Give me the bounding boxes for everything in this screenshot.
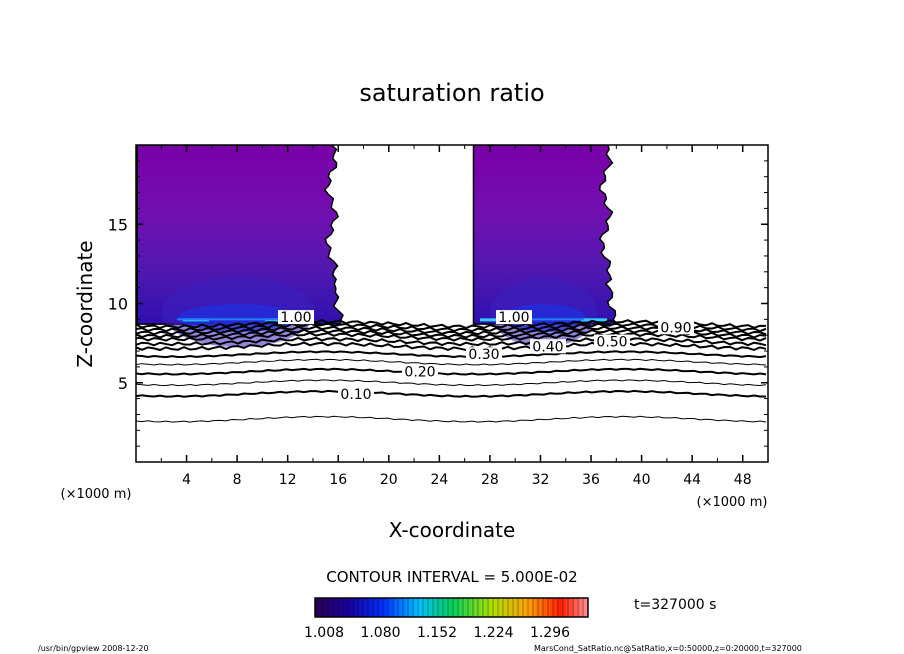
x-tick-label: 44 [683, 472, 701, 488]
contour-label-bg [278, 310, 314, 325]
x-tick-label: 4 [182, 472, 191, 488]
supersaturated-region [136, 145, 344, 325]
colorbar-tick-label: 1.080 [360, 625, 400, 641]
contour-label: 0.90 [660, 320, 691, 336]
colorbar-tick-label: 1.152 [417, 625, 457, 641]
contour-label-bg [658, 320, 694, 335]
chart-title: saturation ratio [359, 79, 544, 107]
y-tick-label: 5 [118, 374, 128, 393]
saturation-max-band [479, 318, 506, 322]
supersaturated-region [472, 145, 619, 325]
footer-source: MarsCond_SatRatio.nc@SatRatio,x=0:50000,… [534, 644, 802, 653]
contour-line [136, 331, 767, 342]
contour-label: 0.40 [532, 339, 563, 355]
colorbar-tick-label: 1.008 [304, 625, 344, 641]
contour-label-bg [402, 364, 438, 379]
contour-label: 0.10 [340, 387, 371, 403]
colorbar [314, 597, 589, 618]
time-label: t=327000 s [634, 597, 716, 613]
x-unit-right: (×1000 m) [697, 495, 768, 510]
contour-interval-label: CONTOUR INTERVAL = 5.000E-02 [326, 568, 577, 586]
x-tick-label: 24 [430, 472, 448, 488]
plot-area: 0.10 0.20 0.30 0.40 0.50 0.90 1.00 1.00 [136, 145, 767, 423]
footer-program: /usr/bin/gpview 2008-12-20 [38, 644, 149, 653]
x-tick-label: 8 [233, 472, 242, 488]
contour-label: 1.00 [280, 310, 311, 326]
contour-line [136, 367, 767, 376]
saturation-contour-fill [177, 304, 300, 333]
contour-labels: 0.10 0.20 0.30 0.40 0.50 0.90 1.00 1.00 [278, 310, 694, 403]
colorbar-tick-label: 1.224 [473, 625, 513, 641]
saturation-max-band [177, 318, 310, 321]
contour-label: 0.50 [596, 335, 627, 351]
contour-line [136, 341, 767, 352]
contour-line [136, 350, 767, 359]
saturation-max-band [513, 318, 584, 321]
y-tick-label: 15 [108, 215, 128, 234]
y-tick-label: 10 [108, 295, 128, 314]
x-tick-label: 32 [532, 472, 550, 488]
contour-line [136, 415, 767, 423]
colorbar-tick-label: 1.296 [530, 625, 570, 641]
x-tick-label: 16 [329, 472, 347, 488]
contour-label-bg [496, 310, 532, 325]
contour-label: 0.20 [404, 365, 435, 381]
x-tick-label: 36 [582, 472, 600, 488]
x-tick-label: 28 [481, 472, 499, 488]
contour-label: 0.30 [468, 347, 499, 363]
contour-label-bg [594, 334, 630, 349]
contour-label-bg [530, 339, 566, 354]
x-tick-label: 48 [734, 472, 752, 488]
x-axis-label: X-coordinate [389, 518, 516, 542]
contour-label-bg [338, 386, 374, 401]
contour-line [136, 358, 767, 366]
contour-line [136, 389, 767, 398]
y-axis-label: Z-coordinate [73, 240, 97, 367]
x-tick-label: 40 [633, 472, 651, 488]
saturation-max-band [581, 318, 608, 322]
x-unit-left: (×1000 m) [61, 487, 132, 502]
contour-label-bg [466, 347, 502, 362]
contour-line [136, 336, 767, 347]
x-tick-label: 20 [380, 472, 398, 488]
contour-line [136, 379, 767, 387]
contour-label: 1.00 [498, 310, 529, 326]
x-tick-label: 12 [279, 472, 297, 488]
